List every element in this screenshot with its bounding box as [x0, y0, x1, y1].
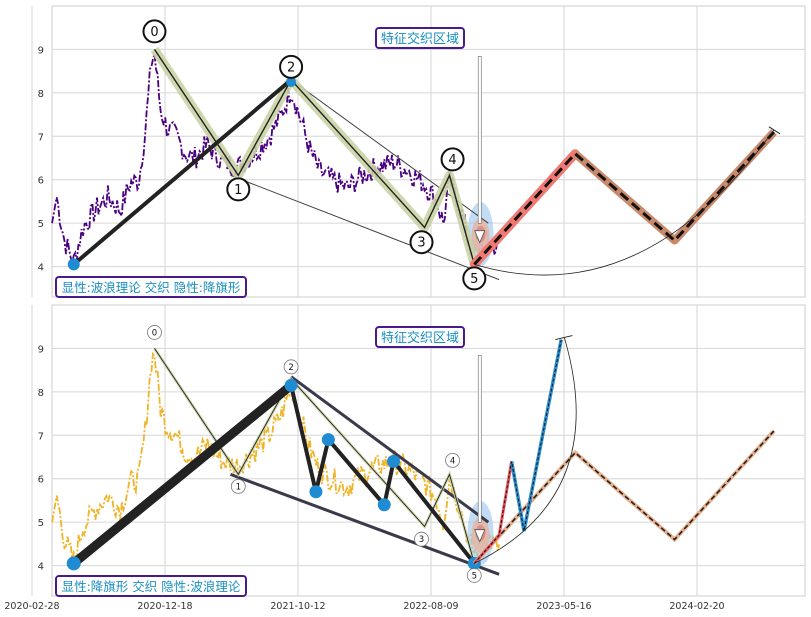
wave-label-4: 4	[450, 456, 455, 466]
projection-arc	[474, 129, 775, 276]
zone-arrow-head	[474, 529, 486, 543]
wave-label-0: 0	[150, 25, 158, 40]
zone-arrow-shaft	[477, 355, 482, 523]
x-tick-label: 2020-12-18	[137, 601, 192, 612]
x-tick-label: 2022-08-09	[403, 601, 458, 612]
wave-label-5: 5	[472, 571, 477, 581]
y-tick-label: 9	[38, 45, 44, 56]
flag-point-marker	[387, 454, 401, 468]
wave-label-circle	[466, 568, 482, 583]
pattern-box-text: 显性:降旗形 交织 隐性:波浪理论	[62, 579, 241, 594]
forecast-zigzag-line	[473, 339, 562, 564]
flag-main-line	[69, 380, 296, 568]
wave-line	[154, 348, 475, 564]
y-tick-label: 5	[38, 219, 44, 230]
wave-label-circle	[445, 452, 460, 468]
pattern-box-text: 显性:波浪理论 交织 隐性:降旗形	[62, 280, 241, 295]
y-tick-label: 9	[38, 344, 44, 355]
wedge-lower-line	[229, 472, 500, 576]
wave-label-circle	[414, 531, 429, 547]
wave-label-circle	[230, 478, 246, 494]
projection-arc	[474, 337, 577, 564]
forecast-line	[473, 130, 776, 266]
wave-label-circle	[462, 266, 487, 291]
wave-label-0: 0	[152, 328, 157, 338]
zone-arrow-head	[474, 230, 486, 244]
feature-box	[375, 326, 465, 348]
pattern-box	[55, 276, 247, 298]
wave-label-3: 3	[417, 236, 425, 251]
forecast-dashed-line	[473, 430, 775, 564]
flag-zigzag-line	[289, 384, 476, 565]
zone-arrow-shaft	[477, 56, 482, 224]
wave-label-1: 1	[236, 482, 241, 492]
wave-label-2: 2	[288, 363, 293, 373]
flag-peak-marker	[286, 77, 297, 88]
x-tick-label: 2020-02-28	[4, 601, 59, 612]
arc-end-tick	[555, 335, 573, 341]
flag-trend-line	[72, 78, 293, 266]
wave-label-circle	[142, 19, 167, 44]
x-tick-label: 2023-05-16	[536, 601, 591, 612]
price-series	[51, 53, 500, 265]
y-tick-label: 4	[38, 263, 44, 274]
feature-box-text: 特征交织区域	[381, 31, 459, 47]
wave-label-5: 5	[470, 272, 478, 287]
wave-label-2: 2	[287, 60, 295, 75]
x-tick-label: 2021-10-12	[270, 601, 325, 612]
flag-point-marker	[284, 378, 298, 392]
flag-point-marker	[309, 485, 323, 499]
wave-line	[153, 49, 475, 265]
y-tick-label: 6	[38, 176, 44, 187]
arc-end-tick	[768, 126, 781, 135]
wave-label-circle	[440, 147, 465, 172]
bottom-panel: 4 5 6 7 8 9 2020-02-28 2020-12-18 2021-10-12 2022…	[4, 304, 806, 612]
wave-label-4: 4	[448, 153, 456, 168]
wave-label-1: 1	[234, 183, 242, 198]
flag-point-marker	[66, 556, 81, 571]
wave-label-circle	[226, 177, 251, 202]
wedge-lower-line	[230, 174, 500, 281]
wave-label-circle	[409, 230, 434, 255]
y-tick-label: 4	[38, 562, 44, 573]
price-series	[51, 351, 500, 563]
y-tick-label: 7	[38, 431, 44, 442]
flag-point-marker	[377, 498, 391, 512]
y-tick-label: 6	[38, 475, 44, 486]
feature-box	[375, 27, 465, 49]
x-tick-label: 2024-02-20	[669, 601, 724, 612]
flag-point-marker	[321, 433, 335, 447]
y-tick-label: 8	[38, 388, 44, 399]
pattern-box	[55, 575, 247, 597]
wave-label-3: 3	[419, 535, 424, 545]
feature-box-text: 特征交织区域	[381, 330, 459, 346]
y-tick-label: 7	[38, 132, 44, 143]
y-tick-label: 8	[38, 89, 44, 100]
wave-label-circle	[279, 54, 304, 79]
y-tick-label: 5	[38, 518, 44, 529]
wave-label-circle	[147, 325, 162, 340]
flag-start-marker	[67, 258, 80, 271]
wave-label-circle	[283, 359, 299, 375]
